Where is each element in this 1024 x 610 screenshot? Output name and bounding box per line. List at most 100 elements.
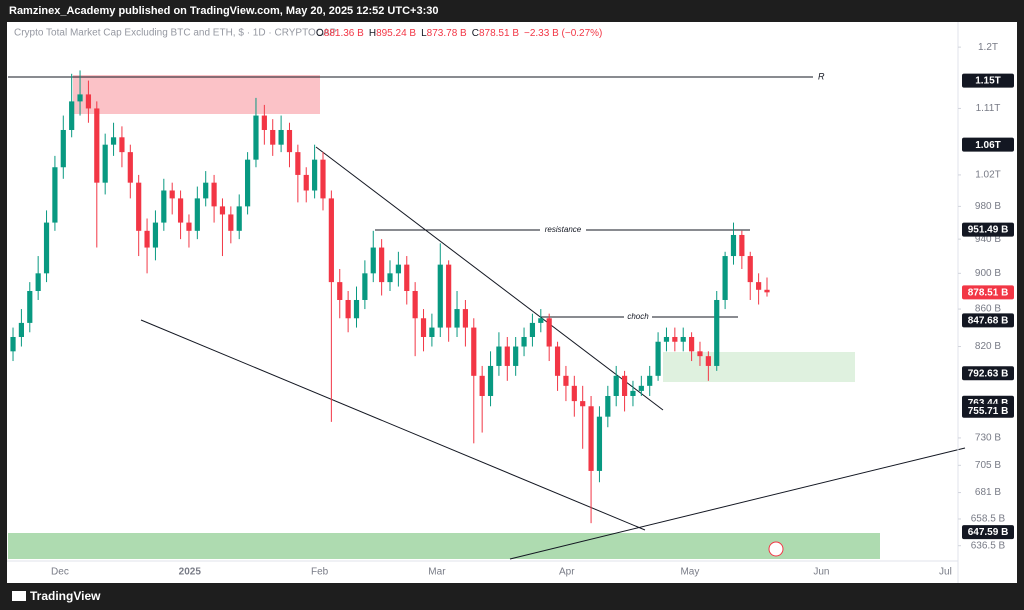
candle-body: [538, 318, 544, 323]
candle-body: [722, 256, 728, 300]
candle-body: [337, 282, 343, 300]
x-tick-label: 2025: [179, 567, 202, 578]
candle-body: [43, 222, 50, 274]
publisher: Ramzinex_Academy published on TradingVie…: [9, 5, 438, 17]
candle-body: [689, 336, 695, 352]
candle-body: [295, 152, 301, 175]
label-bg: [624, 311, 652, 323]
y-tick-label: 820 B: [975, 341, 1001, 352]
candle-body: [85, 94, 92, 109]
y-tick-label: 705 B: [975, 460, 1001, 471]
candle-body: [546, 318, 552, 347]
supply-zone: [73, 75, 320, 114]
candle-body: [647, 375, 653, 386]
footer-logo[interactable]: TradingView: [30, 589, 101, 603]
y-tick-label: 1.2T: [978, 42, 998, 53]
candle-body: [110, 137, 117, 145]
candle-body: [571, 385, 577, 402]
y-tick-label: 860 B: [975, 304, 1001, 315]
candle-body: [739, 234, 745, 257]
candle-body: [136, 182, 142, 231]
candle-body: [194, 198, 200, 231]
support-zone: [8, 533, 880, 559]
label-bg: [540, 224, 586, 236]
status-key: C: [472, 28, 479, 39]
x-tick-label: May: [680, 567, 699, 578]
candle-body: [27, 290, 33, 323]
y-tick-label: 636.5 B: [971, 540, 1006, 551]
candle-body: [152, 222, 159, 248]
price-marker-label: 755.71 B: [968, 406, 1009, 417]
candle-body: [69, 101, 75, 130]
chart-area: [7, 22, 1017, 583]
x-tick-label: Dec: [51, 567, 69, 578]
x-tick-label: Jun: [813, 567, 829, 578]
y-tick-label: 980 B: [975, 201, 1001, 212]
candle-body: [270, 129, 276, 145]
candle-body: [278, 129, 284, 145]
resistance-label: resistance: [545, 225, 582, 234]
y-tick-label: 1.11T: [976, 103, 1001, 114]
candle-body: [203, 182, 209, 199]
candle-body: [479, 375, 485, 396]
candle-body: [236, 206, 242, 231]
candle-body: [395, 264, 401, 274]
candle-body: [119, 137, 125, 153]
status-value: 895.24 B: [376, 28, 416, 39]
price-marker: [962, 366, 1014, 381]
candle-body: [580, 401, 586, 407]
candle-body: [353, 299, 360, 319]
candle-body: [613, 375, 619, 396]
price-marker-label: 951.49 B: [968, 225, 1009, 236]
candle-body: [303, 174, 309, 191]
status-change: −2.33 B (−0.27%): [524, 28, 602, 39]
x-tick-label: Mar: [428, 567, 446, 578]
channel-bottom: [140, 319, 646, 531]
trend-line: [509, 447, 966, 560]
candle-body: [446, 264, 452, 328]
candle-body: [362, 273, 368, 300]
candle-body: [211, 182, 217, 207]
candle-body: [462, 309, 469, 328]
candle-body: [52, 167, 58, 223]
candle-body: [77, 94, 83, 102]
candle-body: [513, 346, 519, 366]
candle-body: [420, 318, 427, 337]
candle-body: [487, 365, 494, 396]
status-value: 878.51 B: [479, 28, 519, 39]
price-marker: [962, 525, 1014, 540]
x-tick-label: Feb: [311, 567, 329, 578]
candle-body: [286, 129, 293, 153]
candle-body: [228, 214, 234, 231]
y-tick-label: 900 B: [975, 268, 1001, 279]
candle-body: [345, 299, 351, 319]
price-marker-label: 878.51 B: [968, 287, 1009, 298]
event-icon[interactable]: [768, 541, 784, 557]
candle-body: [437, 264, 443, 328]
status-key: L: [421, 28, 427, 39]
status-key: O: [316, 28, 324, 39]
candle-body: [169, 190, 175, 199]
candle-body: [261, 115, 267, 130]
demand-zone: [663, 352, 855, 382]
ohlc-status: O881.36 B H895.24 B L873.78 B C878.51 B −2.3…: [316, 28, 602, 39]
candle-body: [638, 385, 644, 391]
candle-body: [680, 336, 686, 342]
y-tick-label: 681 B: [975, 487, 1001, 498]
candle-body: [621, 375, 628, 396]
candle-body: [596, 416, 603, 471]
candle-body: [705, 356, 711, 366]
candle-body: [605, 395, 611, 417]
candle-body: [10, 336, 16, 352]
candle-body: [663, 336, 670, 342]
price-marker-label: 847.68 B: [968, 316, 1009, 327]
y-tick-label: 730 B: [975, 433, 1001, 444]
candle-body: [730, 234, 737, 257]
r-label: R: [818, 71, 825, 81]
price-marker-label: 1.06T: [975, 140, 1001, 151]
price-marker: [962, 73, 1014, 88]
candle-body: [529, 322, 536, 337]
candle-body: [672, 336, 678, 342]
candle-body: [563, 375, 569, 386]
